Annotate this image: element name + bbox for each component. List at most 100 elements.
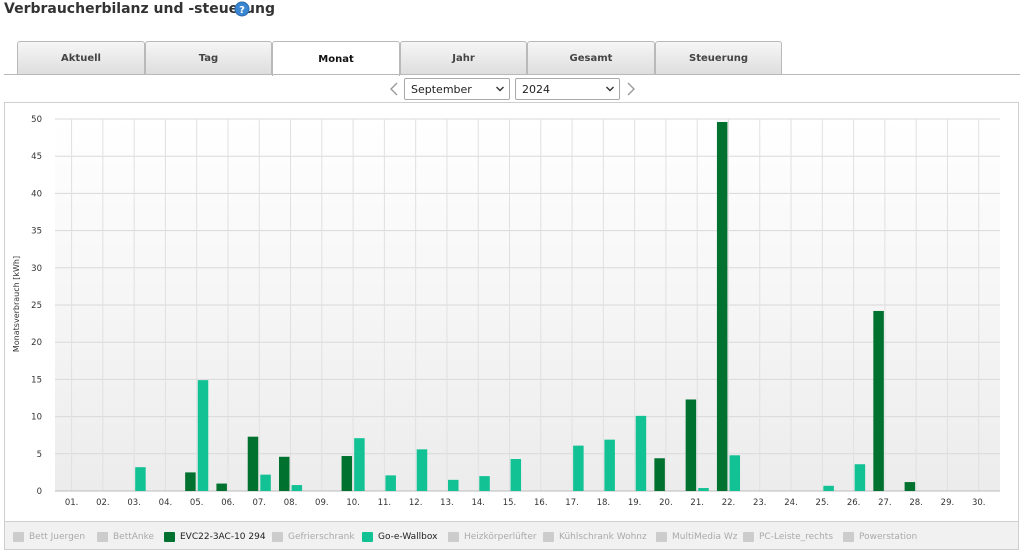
bar-evc22[interactable] [904, 482, 916, 491]
bar-go-e-wallbox[interactable] [573, 445, 584, 491]
x-tick-label: 16. [534, 498, 548, 508]
y-tick-label: 0 [37, 487, 42, 497]
x-tick-label: 07. [252, 498, 266, 508]
tab-aktuell[interactable]: Aktuell [17, 41, 145, 74]
y-tick-label: 20 [31, 338, 42, 348]
question-circle-icon[interactable]: ? [234, 1, 250, 17]
legend-swatch [362, 532, 373, 542]
legend-item-go-e-wallbox[interactable]: Go-e-Wallbox [362, 531, 437, 543]
legend-item-bettanke[interactable]: BettAnke [97, 531, 154, 543]
month-select-value: September [411, 82, 472, 96]
legend-item-heizkoerperluefter[interactable]: Heizkörperlüfter [448, 531, 537, 543]
x-tick-label: 30. [972, 498, 986, 508]
bar-go-e-wallbox[interactable] [291, 485, 303, 491]
legend-item-bett-juergen[interactable]: Bett Juergen [13, 531, 85, 543]
bar-evc22[interactable] [873, 310, 884, 491]
x-tick-label: 13. [440, 498, 454, 508]
x-tick-label: 20. [659, 498, 673, 508]
month-select[interactable]: September [404, 78, 510, 100]
x-tick-label: 17. [565, 498, 579, 508]
legend-swatch [656, 532, 667, 542]
legend-label: Go-e-Wallbox [378, 532, 438, 542]
y-tick-label: 5 [37, 450, 42, 460]
y-tick-label: 25 [31, 301, 42, 311]
y-tick-label: 45 [31, 152, 42, 162]
tab-gesamt[interactable]: Gesamt [527, 41, 655, 74]
bar-go-e-wallbox[interactable] [197, 380, 209, 491]
bar-go-e-wallbox[interactable] [854, 464, 866, 491]
y-tick-label: 10 [31, 413, 42, 423]
x-tick-label: 19. [628, 498, 642, 508]
x-tick-label: 05. [190, 498, 204, 508]
bar-evc22[interactable] [278, 456, 290, 491]
y-tick-label: 35 [31, 227, 42, 237]
consumption-chart: 0 5 10 15 20 25 30 35 40 45 50 01. 02. 03. 04. 05. 06. 07… [12, 115, 1000, 508]
x-tick-label: 14. [471, 498, 485, 508]
legend-swatch [543, 532, 554, 542]
legend-label: Bett Juergen [29, 532, 86, 542]
bar-go-e-wallbox[interactable] [604, 439, 615, 491]
legend-label: Kühlschrank Wohnz [559, 532, 647, 542]
bar-evc22[interactable] [216, 483, 227, 491]
x-tick-label: 15. [503, 498, 517, 508]
x-tick-label: 06. [221, 498, 235, 508]
tab-divider [4, 74, 1020, 75]
tab-steuerung[interactable]: Steuerung [655, 41, 782, 74]
bar-go-e-wallbox[interactable] [698, 488, 709, 491]
bar-evc22[interactable] [685, 399, 697, 491]
tab-tag[interactable]: Tag [145, 41, 272, 74]
bar-evc22[interactable] [185, 472, 196, 491]
x-tick-label: 18. [597, 498, 611, 508]
bar-go-e-wallbox[interactable] [729, 455, 741, 491]
x-tick-label: 27. [878, 498, 892, 508]
x-tick-label: 02. [96, 498, 110, 508]
legend-item-multimedia-wz[interactable]: MultiMedia Wz [656, 531, 738, 543]
legend-swatch [164, 532, 175, 542]
legend-label: BettAnke [113, 532, 155, 542]
x-tick-label: 29. [941, 498, 955, 508]
legend-item-evc22[interactable]: EVC22-3AC-10 294 [164, 531, 266, 543]
chevron-down-icon [606, 86, 614, 92]
bar-go-e-wallbox[interactable] [416, 449, 428, 491]
bar-go-e-wallbox[interactable] [260, 474, 271, 491]
legend-swatch [743, 532, 754, 542]
bar-go-e-wallbox[interactable] [479, 476, 490, 491]
chevron-right-icon[interactable] [624, 80, 638, 98]
legend-item-kuehlschrank-wohnz[interactable]: Kühlschrank Wohnz [543, 531, 647, 543]
legend-swatch [272, 532, 283, 542]
legend-label: Heizkörperlüfter [464, 532, 537, 542]
legend-item-gefrierschrank[interactable]: Gefrierschrank [272, 531, 355, 543]
bar-go-e-wallbox[interactable] [635, 415, 647, 491]
chart-legend: Bett Juergen BettAnke EVC22-3AC-10 294 G… [4, 522, 1019, 550]
bar-evc22[interactable] [716, 121, 728, 491]
bar-go-e-wallbox[interactable] [448, 479, 459, 491]
bar-go-e-wallbox[interactable] [135, 467, 146, 491]
legend-swatch [13, 532, 24, 542]
y-tick-label: 15 [31, 375, 42, 385]
legend-item-pc-leiste-rechts[interactable]: PC-Leiste_rechts [743, 531, 833, 543]
legend-swatch [448, 532, 459, 542]
bar-evc22[interactable] [654, 458, 665, 491]
legend-label: Gefrierschrank [288, 532, 355, 542]
legend-label: MultiMedia Wz [672, 532, 738, 542]
bar-go-e-wallbox[interactable] [823, 485, 834, 491]
x-tick-label: 28. [909, 498, 923, 508]
bar-go-e-wallbox[interactable] [510, 459, 522, 491]
x-tick-label: 10. [346, 498, 360, 508]
legend-swatch [843, 532, 854, 542]
chevron-left-icon[interactable] [387, 80, 401, 98]
bar-evc22[interactable] [341, 456, 353, 491]
bar-go-e-wallbox[interactable] [385, 475, 396, 491]
bar-evc22[interactable] [247, 436, 259, 491]
x-tick-label: 03. [127, 498, 141, 508]
tab-monat[interactable]: Monat [272, 41, 400, 76]
bar-go-e-wallbox[interactable] [354, 438, 365, 491]
chevron-down-icon [496, 86, 504, 92]
legend-item-powerstation[interactable]: Powerstation [843, 531, 917, 543]
x-tick-label: 22. [722, 498, 736, 508]
year-select-value: 2024 [522, 82, 550, 96]
legend-swatch [97, 532, 108, 542]
x-tick-label: 26. [847, 498, 861, 508]
year-select[interactable]: 2024 [515, 78, 620, 100]
tab-jahr[interactable]: Jahr [400, 41, 527, 74]
